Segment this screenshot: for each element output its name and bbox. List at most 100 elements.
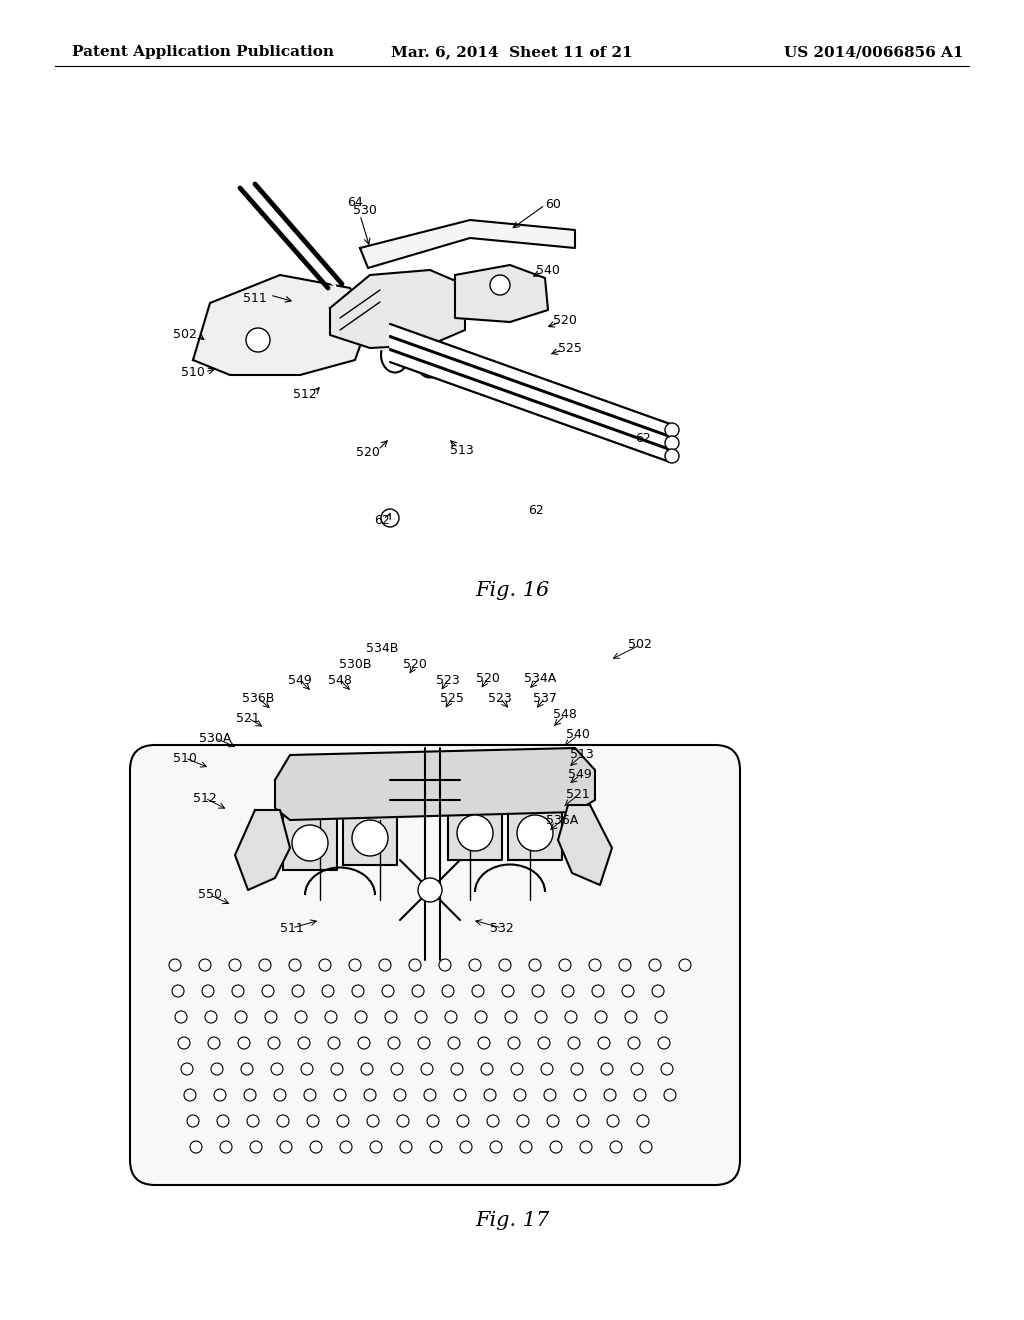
Circle shape <box>568 1038 580 1049</box>
Circle shape <box>529 960 541 972</box>
Polygon shape <box>508 780 562 861</box>
Circle shape <box>511 1063 523 1074</box>
Circle shape <box>334 1089 346 1101</box>
Circle shape <box>574 1089 586 1101</box>
Circle shape <box>262 985 274 997</box>
Circle shape <box>211 1063 223 1074</box>
Circle shape <box>592 985 604 997</box>
Text: 520: 520 <box>553 314 577 326</box>
Text: 520: 520 <box>356 446 380 458</box>
Text: 525: 525 <box>440 692 464 705</box>
Circle shape <box>298 1038 310 1049</box>
Polygon shape <box>390 337 670 449</box>
Circle shape <box>295 1011 307 1023</box>
Text: 536B: 536B <box>242 692 274 705</box>
FancyBboxPatch shape <box>130 744 740 1185</box>
Circle shape <box>610 1140 622 1152</box>
Text: 510: 510 <box>181 366 205 379</box>
Text: 523: 523 <box>488 692 512 705</box>
Circle shape <box>520 1140 532 1152</box>
Circle shape <box>250 1140 262 1152</box>
Circle shape <box>655 1011 667 1023</box>
Circle shape <box>205 1011 217 1023</box>
Text: 550: 550 <box>198 888 222 902</box>
Circle shape <box>232 985 244 997</box>
Circle shape <box>445 1011 457 1023</box>
Circle shape <box>559 960 571 972</box>
Text: Patent Application Publication: Patent Application Publication <box>72 45 334 59</box>
Circle shape <box>241 1063 253 1074</box>
Text: 530B: 530B <box>339 659 372 672</box>
Circle shape <box>325 1011 337 1023</box>
Circle shape <box>361 1063 373 1074</box>
Circle shape <box>352 985 364 997</box>
Polygon shape <box>558 805 612 884</box>
Circle shape <box>451 1063 463 1074</box>
Circle shape <box>418 1038 430 1049</box>
Text: 530A: 530A <box>199 731 231 744</box>
Circle shape <box>469 960 481 972</box>
Text: 548: 548 <box>553 709 577 722</box>
Circle shape <box>589 960 601 972</box>
Circle shape <box>355 1011 367 1023</box>
Circle shape <box>208 1038 220 1049</box>
Text: Fig. 16: Fig. 16 <box>475 581 549 599</box>
Circle shape <box>665 422 679 437</box>
Circle shape <box>340 1140 352 1152</box>
Circle shape <box>382 985 394 997</box>
Circle shape <box>358 1038 370 1049</box>
Circle shape <box>379 960 391 972</box>
Text: 534B: 534B <box>366 642 398 655</box>
Circle shape <box>322 985 334 997</box>
Text: 523: 523 <box>436 673 460 686</box>
Circle shape <box>637 1115 649 1127</box>
Circle shape <box>319 960 331 972</box>
Circle shape <box>481 1063 493 1074</box>
Text: 502: 502 <box>628 639 652 652</box>
Circle shape <box>508 1038 520 1049</box>
Circle shape <box>490 275 510 294</box>
Circle shape <box>412 985 424 997</box>
Circle shape <box>427 1115 439 1127</box>
Circle shape <box>190 1140 202 1152</box>
Text: 548: 548 <box>328 673 352 686</box>
Text: 513: 513 <box>451 444 474 457</box>
Circle shape <box>169 960 181 972</box>
Text: 525: 525 <box>558 342 582 355</box>
Circle shape <box>385 1011 397 1023</box>
Circle shape <box>187 1115 199 1127</box>
Circle shape <box>259 960 271 972</box>
Text: 60: 60 <box>545 198 561 211</box>
Circle shape <box>517 1115 529 1127</box>
Text: 511: 511 <box>281 921 304 935</box>
Circle shape <box>307 1115 319 1127</box>
Circle shape <box>220 1140 232 1152</box>
Circle shape <box>310 1140 322 1152</box>
Circle shape <box>607 1115 618 1127</box>
Text: 549: 549 <box>288 673 312 686</box>
Circle shape <box>328 1038 340 1049</box>
Text: 520: 520 <box>476 672 500 685</box>
Circle shape <box>430 1140 442 1152</box>
Circle shape <box>370 1140 382 1152</box>
Circle shape <box>580 1140 592 1152</box>
Text: 513: 513 <box>570 748 594 762</box>
Circle shape <box>381 510 399 527</box>
Text: 511: 511 <box>243 292 267 305</box>
Polygon shape <box>455 265 548 322</box>
Circle shape <box>247 1115 259 1127</box>
Circle shape <box>337 1115 349 1127</box>
Circle shape <box>415 1011 427 1023</box>
Text: 540: 540 <box>536 264 560 276</box>
Text: Mar. 6, 2014  Sheet 11 of 21: Mar. 6, 2014 Sheet 11 of 21 <box>391 45 633 59</box>
Circle shape <box>454 1089 466 1101</box>
Text: 521: 521 <box>566 788 590 801</box>
Circle shape <box>244 1089 256 1101</box>
Circle shape <box>280 1140 292 1152</box>
Circle shape <box>367 1115 379 1127</box>
Circle shape <box>246 327 270 352</box>
Circle shape <box>618 960 631 972</box>
Circle shape <box>175 1011 187 1023</box>
Circle shape <box>517 814 553 851</box>
Circle shape <box>331 1063 343 1074</box>
